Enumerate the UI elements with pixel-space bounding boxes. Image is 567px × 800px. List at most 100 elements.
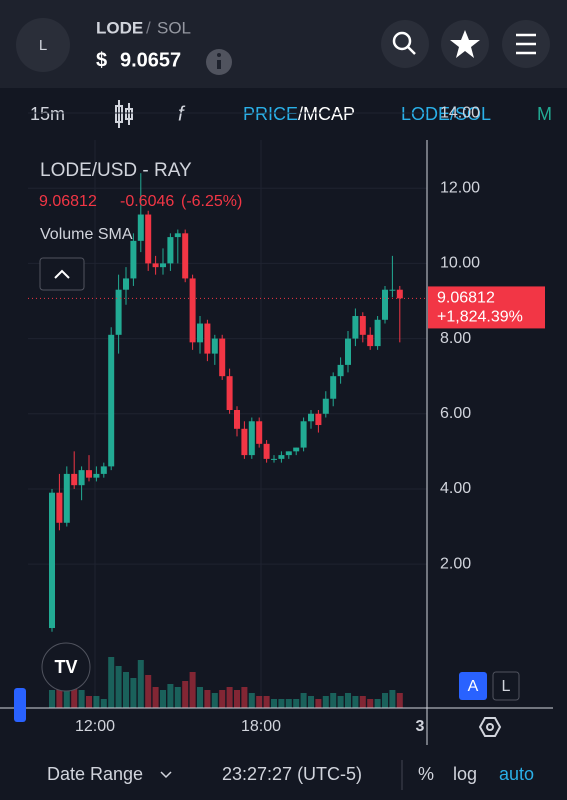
volume-bar <box>130 678 137 708</box>
footer-bar <box>0 745 567 800</box>
candle-body <box>382 289 388 320</box>
candle-body <box>315 413 322 426</box>
log-toggle[interactable]: log <box>453 764 477 784</box>
volume-bar <box>115 666 122 708</box>
candle-body <box>152 263 159 268</box>
legend-last: 9.06812 <box>39 193 97 210</box>
candle-body <box>352 316 359 339</box>
volume-bar <box>78 690 85 708</box>
indicators-icon[interactable]: f <box>178 103 186 125</box>
candle-body <box>145 214 152 264</box>
volume-bar <box>345 693 351 708</box>
candle-body <box>197 323 203 343</box>
candle-body <box>182 233 189 279</box>
info-icon <box>217 53 221 57</box>
mcap-toggle[interactable]: /MCAP <box>298 104 355 124</box>
candle-body <box>78 470 85 486</box>
y-tick-label: 4.00 <box>440 480 471 497</box>
volume-bar <box>278 699 285 708</box>
percent-toggle[interactable]: % <box>418 764 434 784</box>
y-tick-label: 12.00 <box>440 179 480 196</box>
volume-bar <box>263 696 270 708</box>
candle-body <box>174 233 181 238</box>
log-scale-button[interactable] <box>492 671 520 701</box>
candle-body <box>234 409 240 429</box>
candle-body <box>256 421 263 444</box>
price-tag-price: 9.06812 <box>437 290 495 307</box>
volume-bar <box>359 696 366 708</box>
logo-mark: TV <box>54 657 77 677</box>
candle-body <box>293 447 300 452</box>
candle-body <box>396 289 403 299</box>
volume-bar <box>352 696 359 708</box>
volume-bar <box>337 696 344 708</box>
volume-bar <box>100 699 107 708</box>
search-icon <box>407 46 416 55</box>
volume-bar <box>86 696 92 708</box>
candle-body <box>63 473 70 523</box>
volume-bar <box>256 696 263 708</box>
candle-body <box>337 364 344 377</box>
legend-indicator: Volume SMA <box>40 226 133 243</box>
legend-title: LODE/USD - RAY <box>40 160 192 181</box>
volume-bar <box>174 687 181 708</box>
volume-bar <box>182 681 189 708</box>
volume-bar <box>197 687 203 708</box>
candle-body <box>167 237 174 264</box>
auto-toggle[interactable]: auto <box>499 764 534 784</box>
settings-button[interactable] <box>478 717 502 737</box>
avatar-letter: L <box>39 37 47 54</box>
candle-body <box>241 428 248 456</box>
quote: SOL <box>157 18 191 37</box>
more-toggle[interactable]: M <box>537 104 552 124</box>
x-tick-label: 12:00 <box>75 718 115 735</box>
avatar <box>16 18 70 72</box>
price-toggle[interactable]: PRICE <box>243 104 298 124</box>
collapse-legend[interactable] <box>39 257 85 291</box>
star-icon <box>450 30 480 58</box>
y-tick-label: 6.00 <box>440 405 471 422</box>
candle-type-icon[interactable] <box>115 100 133 128</box>
currency: $ <box>96 49 107 71</box>
candle-body <box>115 289 122 335</box>
pair-toggle[interactable]: LODE/SOL <box>401 104 491 124</box>
volume-bar <box>211 693 218 708</box>
search-icon <box>392 31 412 51</box>
volume-bar <box>382 693 388 708</box>
sidebar-handle[interactable] <box>14 688 26 722</box>
chevron-up <box>54 269 70 279</box>
candle-body <box>389 289 396 291</box>
legend-change: -0.6046 <box>120 193 174 210</box>
candle-body <box>123 278 129 290</box>
volume-bar <box>152 687 159 708</box>
separator: / <box>146 18 151 37</box>
candle-body <box>367 334 374 347</box>
volume-bar <box>145 675 152 708</box>
volume-bar <box>374 699 381 708</box>
clock[interactable]: 23:27:27 (UTC-5) <box>222 764 362 784</box>
date-range[interactable]: Date Range <box>47 764 143 784</box>
volume-bar <box>285 699 292 708</box>
volume-bar <box>248 693 255 708</box>
candle-body <box>322 398 329 414</box>
auto-scale-button[interactable] <box>459 672 487 700</box>
tradingview-logo[interactable] <box>41 642 91 692</box>
interval[interactable]: 15m <box>30 104 65 124</box>
candle-body <box>93 473 100 478</box>
volume-bar <box>271 699 277 708</box>
volume-bar <box>204 690 211 708</box>
candle-body <box>308 413 314 422</box>
settings-icon <box>486 723 494 731</box>
candle-body <box>345 338 351 365</box>
candle-body <box>100 466 107 474</box>
volume-bar <box>396 693 403 708</box>
candle-body <box>137 214 144 241</box>
log-scale-label: L <box>502 678 511 695</box>
legend-change-pct: (-6.25%) <box>181 193 242 210</box>
volume-bar <box>367 699 374 708</box>
search-button[interactable] <box>381 20 429 68</box>
volume-bar <box>330 693 337 708</box>
candle-body <box>71 473 78 486</box>
volume-bar <box>308 696 314 708</box>
